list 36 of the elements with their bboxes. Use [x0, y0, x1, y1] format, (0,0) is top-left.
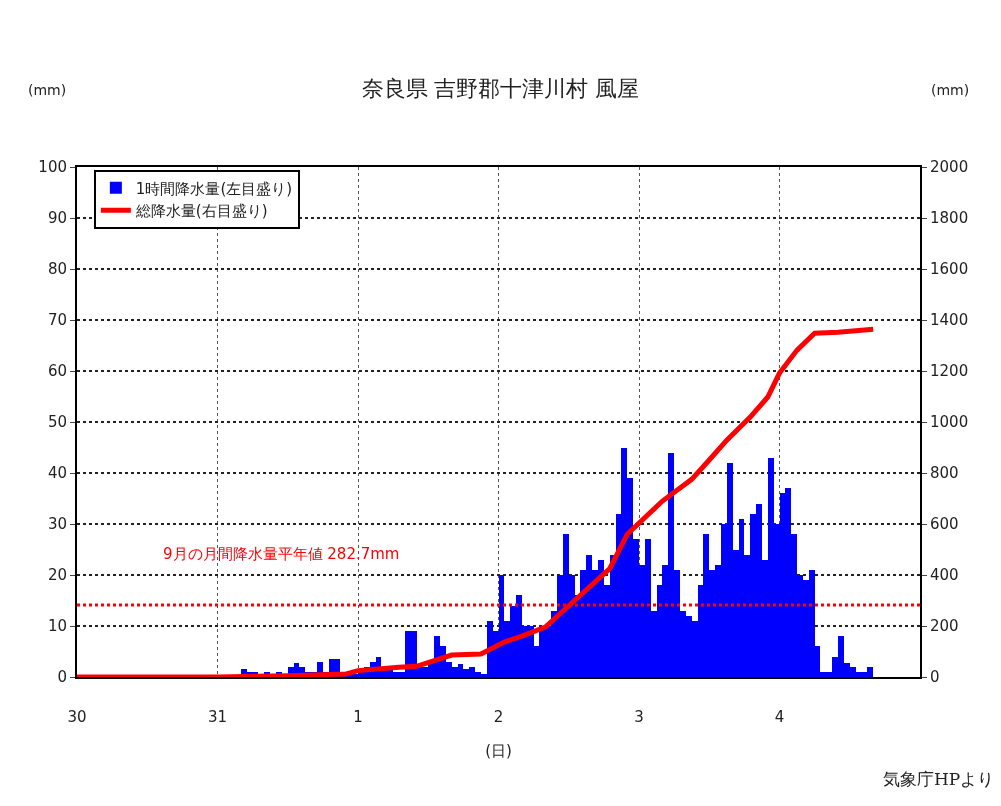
- y2-axis-title: (mm): [931, 82, 970, 98]
- y-tick-label: 30: [47, 515, 67, 534]
- y-tick-label: 100: [38, 158, 67, 177]
- y-tick-label: 90: [47, 209, 67, 228]
- x-tick-label: 30: [67, 708, 87, 726]
- y2-tick-label: 400: [930, 566, 959, 585]
- y-tick-label: 80: [47, 260, 67, 279]
- text: 気象庁HPより: [883, 769, 995, 789]
- y-tick-label: 40: [47, 464, 67, 483]
- y-tick-label: 0: [57, 668, 67, 687]
- y-tick-label: 70: [47, 311, 67, 330]
- x-tick-label: 3: [634, 708, 644, 726]
- x-tick-label: 1: [353, 708, 363, 726]
- y-tick-label: 20: [47, 566, 67, 585]
- y2-tick-label: 1600: [930, 260, 969, 279]
- y-tick-label: 50: [47, 413, 67, 432]
- y2-tick-label: 1200: [930, 362, 969, 381]
- x-tick-label: 31: [207, 708, 228, 726]
- y2-tick-label: 800: [930, 464, 959, 483]
- y-axis-title: (mm): [28, 82, 67, 98]
- chart-title: 奈良県 吉野郡十津川村 風屋: [361, 76, 640, 101]
- y2-tick-label: 1400: [930, 311, 969, 330]
- y2-tick-label: 600: [930, 515, 959, 534]
- y-tick-label: 60: [47, 362, 67, 381]
- y2-tick-label: 200: [930, 617, 959, 636]
- ref-line-label: 9月の月間降水量平年値 282.7mm: [163, 545, 400, 563]
- legend-label: 総降水量(右目盛り): [134, 202, 268, 221]
- y2-tick-label: 1800: [930, 209, 969, 228]
- y2-tick-label: 1000: [930, 413, 969, 432]
- y-tick-label: 10: [47, 617, 67, 636]
- x-axis-title: (日): [485, 741, 512, 760]
- legend-label: 1時間降水量(左目盛り): [135, 179, 293, 198]
- x-tick-label: 2: [493, 708, 504, 726]
- y2-tick-label: 2000: [930, 158, 969, 177]
- x-tick-label: 4: [774, 708, 785, 726]
- y2-tick-label: 0: [930, 668, 940, 687]
